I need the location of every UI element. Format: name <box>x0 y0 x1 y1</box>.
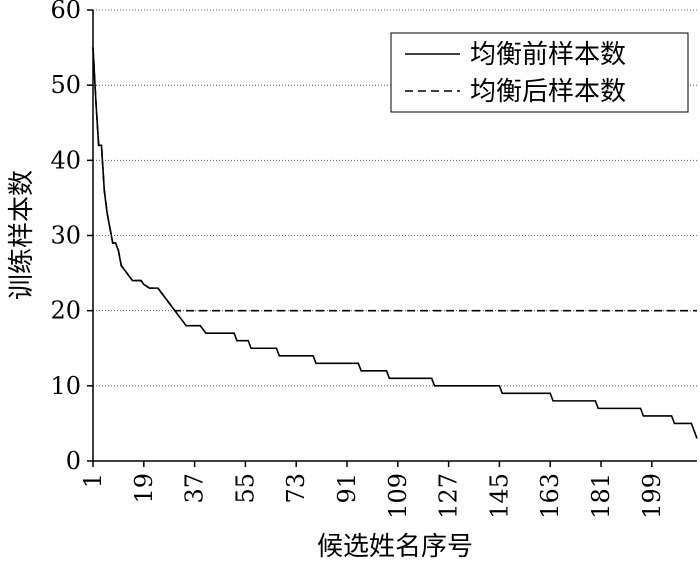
y-tick-label-1: 10 <box>50 372 81 400</box>
series-group <box>92 47 698 439</box>
x-tick-label-1: 19 <box>130 473 158 504</box>
x-tick-label-6: 109 <box>384 473 412 519</box>
legend-label-after: 均衡后样本数 <box>470 77 626 107</box>
x-tick-label-2: 37 <box>181 473 209 504</box>
legend: 均衡前样本数 均衡后样本数 <box>390 32 689 113</box>
x-axis-label: 候选姓名序号 <box>317 532 473 561</box>
x-tick-label-0: 1 <box>79 473 107 488</box>
y-tick-label-3: 30 <box>50 222 81 250</box>
x-tick-label-10: 181 <box>587 473 615 519</box>
series-line-1 <box>92 47 697 312</box>
x-tick-label-5: 91 <box>333 473 361 504</box>
x-tick-label-9: 163 <box>536 473 564 519</box>
y-tick-label-0: 0 <box>66 447 81 475</box>
y-tick-label-6: 60 <box>50 0 81 24</box>
x-tick-label-8: 145 <box>485 473 513 519</box>
legend-label-before: 均衡前样本数 <box>470 40 626 70</box>
ticks: 0 10 20 30 40 50 60 1 19 37 55 73 91 109 127 145 163 181 1… <box>50 0 665 519</box>
x-tick-label-4: 73 <box>282 473 310 504</box>
y-tick-label-2: 20 <box>50 297 81 325</box>
y-axis-label: 训练样本数 <box>7 170 37 300</box>
x-tick-label-3: 55 <box>231 473 259 504</box>
x-tick-label-11: 199 <box>638 473 666 519</box>
y-tick-label-4: 40 <box>50 146 81 174</box>
series-line-0 <box>92 47 698 439</box>
y-tick-label-5: 50 <box>50 71 81 99</box>
legend-box <box>390 32 689 113</box>
x-tick-label-7: 127 <box>435 473 463 519</box>
